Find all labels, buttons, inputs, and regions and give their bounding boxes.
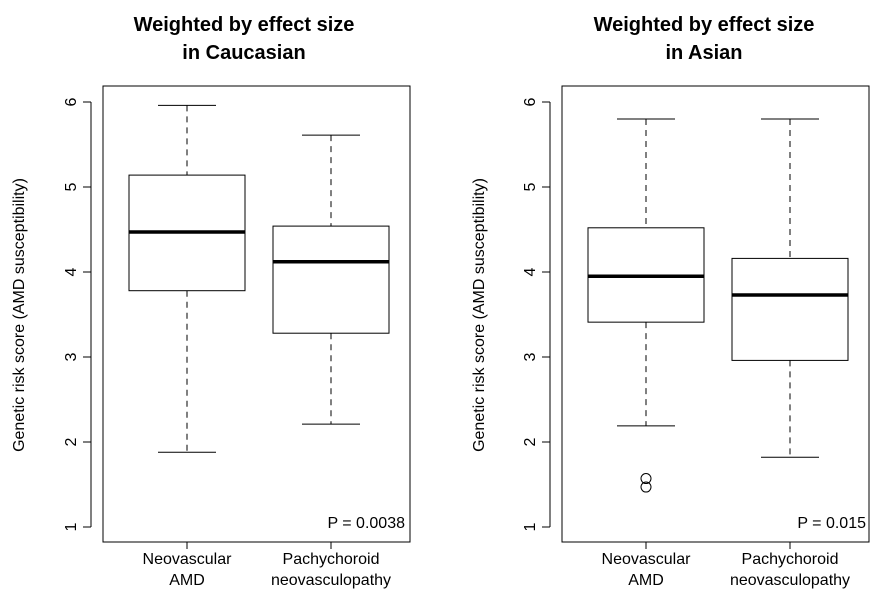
category-label: Neovascular xyxy=(602,551,692,568)
chart-title-line-1: Weighted by effect size xyxy=(594,14,815,36)
iqr-box xyxy=(731,257,849,361)
y-tick-label: 6 xyxy=(63,97,80,106)
y-tick-label: 3 xyxy=(63,352,80,361)
y-tick-label: 2 xyxy=(63,437,80,446)
y-axis: 1 2 3 4 5 6 xyxy=(522,97,551,531)
chart-title-line-1: Weighted by effect size xyxy=(134,14,355,36)
y-axis-label: Genetic risk score (AMD susceptibility) xyxy=(11,178,28,452)
y-tick-label: 6 xyxy=(522,97,539,106)
p-value-annotation: P = 0.015 xyxy=(797,515,866,532)
y-tick-label: 5 xyxy=(522,182,539,191)
box-group xyxy=(587,118,849,493)
category-label: neovasculopathy xyxy=(730,572,850,589)
category-label: AMD xyxy=(628,572,664,589)
category-label: Pachychoroid xyxy=(283,551,380,568)
chart-title-line-2: in Asian xyxy=(665,42,742,64)
y-tick-label: 1 xyxy=(63,522,80,531)
y-tick-label: 5 xyxy=(63,182,80,191)
chart-panel-asian: Weighted by effect size in Asian Genetic… xyxy=(471,14,870,589)
box-0 xyxy=(587,118,705,493)
chart-panel-caucasian: Weighted by effect size in Caucasian Gen… xyxy=(11,14,411,589)
iqr-box xyxy=(272,225,390,334)
y-tick-label: 2 xyxy=(522,437,539,446)
box-1 xyxy=(272,134,390,425)
category-label: Pachychoroid xyxy=(742,551,839,568)
y-tick-label: 4 xyxy=(522,267,539,276)
category-label: neovasculopathy xyxy=(271,572,391,589)
category-label: Neovascular xyxy=(143,551,233,568)
outlier-point xyxy=(640,473,652,485)
chart-title-line-2: in Caucasian xyxy=(182,42,305,64)
x-axis: Neovascular AMD Pachychoroid neovasculopath… xyxy=(143,541,391,589)
category-label: AMD xyxy=(169,572,205,589)
outlier-point xyxy=(640,481,652,493)
box-1 xyxy=(731,118,849,458)
y-axis: 1 2 3 4 5 6 xyxy=(63,97,92,531)
y-tick-label: 3 xyxy=(522,352,539,361)
y-axis-label: Genetic risk score (AMD susceptibility) xyxy=(471,178,488,452)
y-tick-label: 1 xyxy=(522,522,539,531)
p-value-annotation: P = 0.0038 xyxy=(327,515,405,532)
box-0 xyxy=(128,104,246,453)
box-group xyxy=(128,104,390,453)
y-tick-label: 4 xyxy=(63,267,80,276)
x-axis: Neovascular AMD Pachychoroid neovasculopath… xyxy=(602,541,850,589)
